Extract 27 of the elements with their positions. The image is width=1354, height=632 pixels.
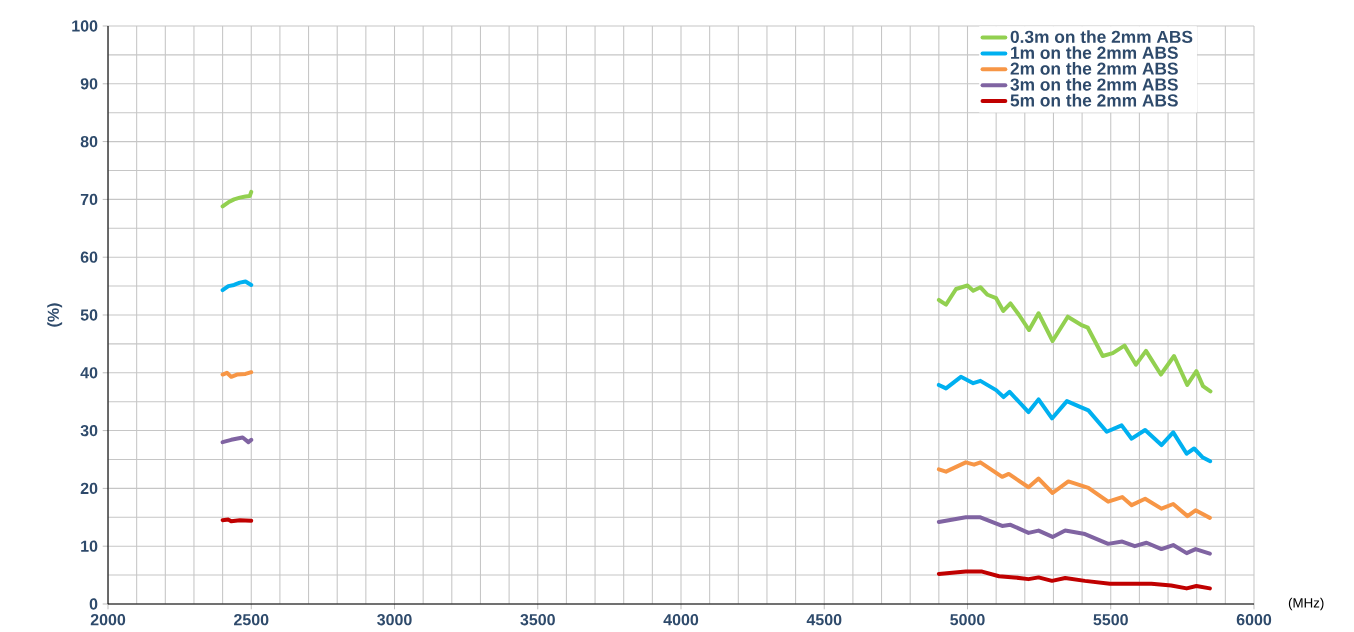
y-tick-label: 40 xyxy=(80,367,98,379)
legend-label: 2m on the 2mm ABS xyxy=(1010,62,1178,75)
legend-label: 1m on the 2mm ABS xyxy=(1011,46,1178,59)
y-tick-label: 20 xyxy=(80,482,98,495)
y-tick-label: 80 xyxy=(80,135,98,148)
x-tick-label: 3000 xyxy=(377,614,412,626)
x-axis-title: (MHz) xyxy=(1288,597,1324,611)
legend-label: 5m on the 2mm ABS xyxy=(1010,93,1178,107)
x-tick-label: 4500 xyxy=(806,614,842,626)
y-tick-label: 30 xyxy=(80,424,98,437)
x-tick-label: 5000 xyxy=(950,614,985,626)
y-tick-label: 70 xyxy=(80,193,98,206)
y-tick-label: 10 xyxy=(81,540,98,552)
x-tick-label: 4000 xyxy=(663,614,699,626)
y-tick-label: 0 xyxy=(89,598,98,610)
x-tick-label: 6000 xyxy=(1236,614,1272,626)
x-tick-label: 5500 xyxy=(1093,614,1128,626)
legend-label: 0.3m on the 2mm ABS xyxy=(1010,30,1193,44)
legend-label: 3m on the 2mm ABS xyxy=(1010,77,1178,91)
y-axis-title: (%) xyxy=(47,303,63,327)
x-tick-label: 3500 xyxy=(520,614,555,626)
x-tick-label: 2500 xyxy=(234,614,269,626)
x-tick-label: 2000 xyxy=(90,614,126,626)
y-tick-label: 90 xyxy=(80,78,98,90)
y-tick-label: 100 xyxy=(72,20,98,32)
y-tick-label: 60 xyxy=(80,251,98,263)
y-tick-label: 50 xyxy=(80,309,98,321)
